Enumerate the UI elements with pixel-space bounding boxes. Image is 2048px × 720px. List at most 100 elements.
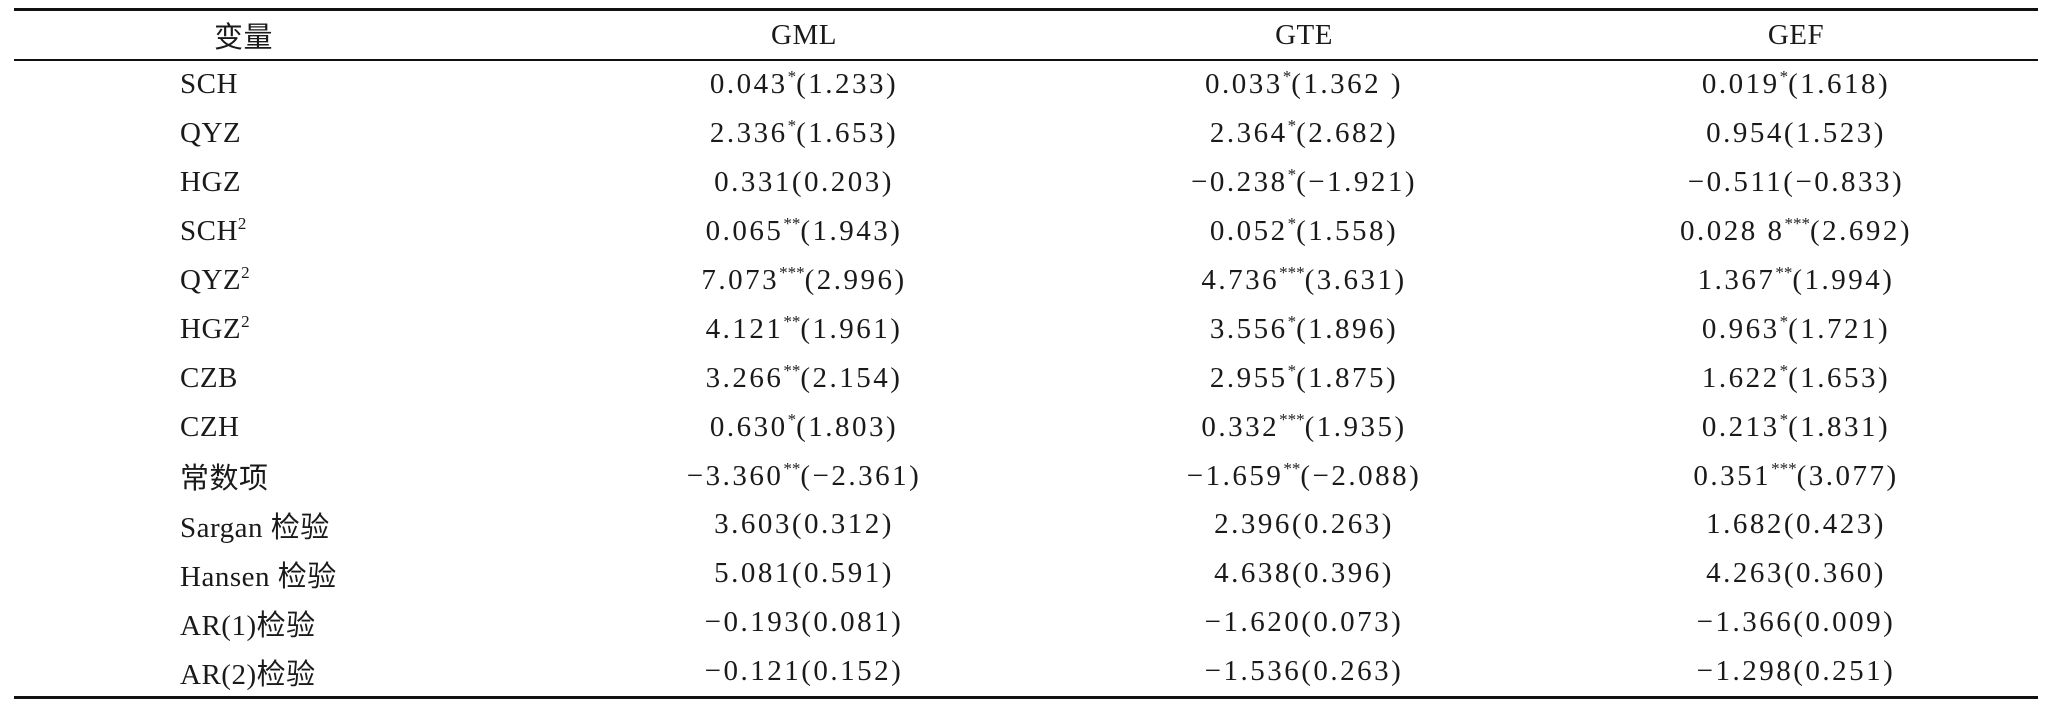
coefficient: 0.065 — [705, 215, 784, 248]
statistic: (0.360) — [1783, 557, 1886, 590]
variable-label: SCH2 — [180, 214, 247, 248]
coef-cell-gte: 0.332***(1.935) — [1054, 411, 1554, 444]
coef-cell-gte: −1.620(0.073) — [1054, 606, 1554, 639]
coefficient: 0.630 — [709, 410, 788, 443]
coef-cell-gml: 0.630*(1.803) — [554, 411, 1054, 444]
coef-cell-gef: 0.351***(3.077) — [1554, 460, 2038, 493]
significance-stars: ** — [1775, 263, 1793, 282]
statistic: (1.233) — [796, 68, 899, 101]
statistic: (0.423) — [1783, 508, 1886, 541]
statistic: (−0.833) — [1783, 166, 1905, 199]
significance-stars: * — [1287, 165, 1297, 185]
coef-cell-gml: 0.043*(1.233) — [554, 68, 1054, 101]
coef-cell-gte: 4.736***(3.631) — [1054, 264, 1554, 297]
coefficient: −1.536 — [1204, 655, 1302, 688]
coefficient: −0.121 — [704, 655, 802, 688]
statistic: (0.263) — [1301, 655, 1404, 688]
variable-label: QYZ2 — [180, 263, 250, 296]
coef-cell-gte: −1.659**(−2.088) — [1054, 460, 1554, 493]
variable-label: Sargan 检验 — [180, 511, 330, 544]
significance-stars: * — [1779, 409, 1789, 429]
significance-stars: *** — [1771, 458, 1797, 478]
significance-stars: * — [787, 67, 797, 87]
statistic: (1.653) — [796, 117, 899, 150]
statistic: (0.009) — [1793, 606, 1896, 639]
coef-cell-gef: 0.028 8***(2.692) — [1554, 215, 2038, 248]
coef-cell-gef: 1.682(0.423) — [1554, 508, 2038, 541]
variable-label: QYZ — [180, 117, 242, 150]
header-gml: GML — [771, 18, 837, 51]
statistic: (1.961) — [800, 312, 903, 345]
coef-cell-gml: 0.065**(1.943) — [554, 215, 1054, 248]
statistic: (1.935) — [1304, 410, 1407, 443]
statistic: (0.203) — [791, 166, 894, 199]
table-row: CZH 0.630*(1.803) 0.332***(1.935) 0.213*(1.… — [14, 403, 2038, 452]
statistic: (0.073) — [1301, 606, 1404, 639]
squared-superscript: 2 — [237, 214, 247, 234]
significance-stars: * — [787, 116, 797, 136]
variable-label: HGZ2 — [180, 311, 250, 345]
variable-label: AR(1)检验 — [180, 609, 316, 642]
coefficient: 3.603 — [714, 508, 792, 541]
coef-cell-gef: 0.963*(1.721) — [1554, 313, 2038, 346]
coef-cell-gml: 3.603(0.312) — [554, 508, 1054, 541]
statistic: (−1.921) — [1296, 166, 1418, 199]
coef-cell-gef: −0.511(−0.833) — [1554, 166, 2038, 199]
coef-cell-gef: 0.954(1.523) — [1554, 117, 2038, 150]
coef-cell-gte: 2.955*(1.875) — [1054, 362, 1554, 395]
coefficient: 0.954 — [1706, 117, 1784, 150]
table-bottom-rule — [14, 696, 2038, 700]
coefficient: 0.213 — [1701, 410, 1780, 443]
statistic: (0.312) — [791, 508, 894, 541]
coefficient: −0.193 — [704, 606, 802, 639]
coef-cell-gte: 0.052*(1.558) — [1054, 215, 1554, 248]
coef-cell-gml: 7.073***(2.996) — [554, 264, 1054, 297]
coef-cell-gte: −1.536(0.263) — [1054, 655, 1554, 688]
significance-stars: * — [1287, 116, 1297, 136]
statistic: (2.692) — [1809, 215, 1913, 248]
significance-stars: *** — [779, 263, 805, 282]
coefficient: 0.332 — [1201, 410, 1280, 443]
statistic: (0.591) — [791, 557, 894, 590]
statistic: (−2.361) — [800, 459, 922, 492]
table-row: Hansen 检验 5.081(0.591) 4.638(0.396) 4.263(0… — [14, 549, 2038, 598]
significance-stars: *** — [1279, 263, 1305, 282]
coefficient: −1.620 — [1204, 606, 1302, 639]
coef-cell-gte: 0.033*(1.362 ) — [1054, 68, 1554, 101]
coef-cell-gef: 1.622*(1.653) — [1554, 362, 2038, 395]
header-variable: 变量 — [214, 22, 274, 54]
statistic: (2.682) — [1296, 117, 1399, 150]
coefficient: −0.511 — [1687, 166, 1784, 199]
table-row: AR(1)检验 −0.193(0.081) −1.620(0.073) −1.366(… — [14, 598, 2038, 647]
coef-cell-gml: 3.266**(2.154) — [554, 362, 1054, 395]
coefficient: 0.019 — [1701, 68, 1780, 101]
significance-stars: *** — [1784, 214, 1810, 234]
squared-superscript: 2 — [241, 311, 250, 331]
statistic: (3.631) — [1304, 264, 1407, 296]
table-row: SCH 0.043*(1.233) 0.033*(1.362 ) 0.019*(1.6… — [14, 61, 2038, 110]
statistic: (1.618) — [1788, 68, 1891, 101]
coefficient: −1.366 — [1696, 606, 1794, 639]
coefficient: 4.263 — [1706, 557, 1784, 590]
coefficient: 3.556 — [1209, 312, 1288, 345]
significance-stars: *** — [1279, 409, 1305, 429]
coefficient: 0.043 — [709, 68, 788, 101]
coef-cell-gte: 3.556*(1.896) — [1054, 313, 1554, 346]
coef-cell-gef: 4.263(0.360) — [1554, 557, 2038, 590]
coefficient: 0.331 — [714, 166, 792, 199]
significance-stars: * — [1282, 67, 1292, 87]
statistic: (0.081) — [801, 606, 904, 639]
coefficient: −0.238 — [1190, 166, 1288, 199]
coefficient: 1.622 — [1701, 361, 1780, 394]
coefficient: 7.073 — [701, 264, 780, 296]
table-row: QYZ2 7.073***(2.996) 4.736***(3.631) 1.367*… — [14, 256, 2038, 305]
significance-stars: * — [1287, 311, 1297, 331]
coef-cell-gef: −1.366(0.009) — [1554, 606, 2038, 639]
statistic: (0.152) — [801, 655, 904, 688]
regression-table: 变量 GML GTE GEF SCH 0.043*(1.233) 0.033*(1.… — [14, 8, 2038, 700]
table-header-rule — [14, 59, 2038, 61]
significance-stars: * — [1779, 67, 1789, 87]
coef-cell-gte: 2.364*(2.682) — [1054, 117, 1554, 150]
table-row: CZB 3.266**(2.154) 2.955*(1.875) 1.622*(1.6… — [14, 354, 2038, 403]
coef-cell-gef: 1.367**(1.994) — [1554, 264, 2038, 297]
